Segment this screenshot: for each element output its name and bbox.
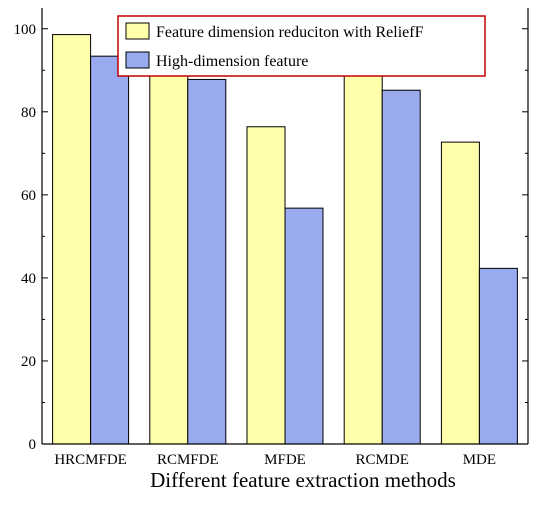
bar-mde-series-2 xyxy=(478,267,518,445)
bar-rcmde-series-1 xyxy=(343,61,383,445)
bar-hrcmfde-series-1 xyxy=(52,34,92,445)
x-tick-label-rcmde: RCMDE xyxy=(356,452,409,468)
legend-label-reliefF: Feature dimension reduciton with ReliefF xyxy=(156,24,424,41)
x-tick-label-rcmfde: RCMFDE xyxy=(157,452,219,468)
bar-hrcmfde-series-2 xyxy=(90,55,130,445)
legend-label-high-dimension: High-dimension feature xyxy=(156,53,308,70)
legend-swatch-reliefF xyxy=(125,22,150,40)
bar-rcmfde-series-1 xyxy=(149,51,189,445)
y-tick-label: 40 xyxy=(21,271,36,287)
y-tick-label: 80 xyxy=(21,105,36,121)
bar-mfde-series-2 xyxy=(284,207,324,445)
y-tick-label: 0 xyxy=(29,437,37,453)
x-tick-label-mde: MDE xyxy=(463,452,496,468)
legend-box xyxy=(117,15,486,77)
x-tick-label-mfde: MFDE xyxy=(264,452,306,468)
bar-rcmde-series-2 xyxy=(381,89,421,445)
x-axis-title: Different feature extraction methods xyxy=(150,468,456,492)
bar-mde-series-1 xyxy=(440,141,480,445)
x-tick-label-hrcmfde: HRCMFDE xyxy=(54,452,127,468)
y-tick-label: 100 xyxy=(14,22,37,38)
legend: Feature dimension reduciton with ReliefF… xyxy=(117,15,486,77)
bar-rcmfde-series-2 xyxy=(187,78,227,445)
y-tick-label: 60 xyxy=(21,188,36,204)
y-tick-label: 20 xyxy=(21,354,36,370)
legend-swatch-high-dimension xyxy=(125,51,150,69)
bar-mfde-series-1 xyxy=(246,126,286,445)
